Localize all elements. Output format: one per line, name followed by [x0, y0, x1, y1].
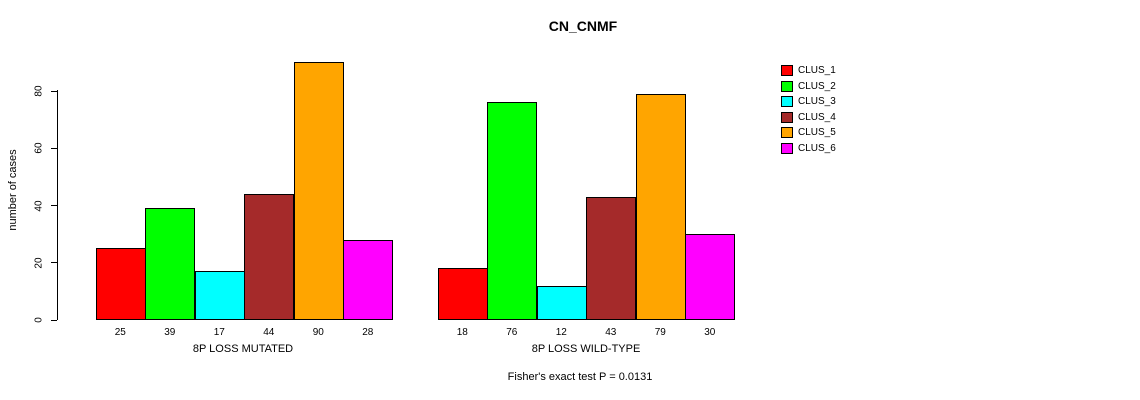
legend-item: CLUS_5	[781, 125, 836, 141]
bar-CLUS_2-group2	[487, 102, 537, 320]
y-tick-label: 40	[33, 199, 45, 212]
x-group-label-wild-type: 8P LOSS WILD-TYPE	[531, 343, 641, 355]
legend-label: CLUS_5	[798, 127, 836, 139]
legend-item: CLUS_3	[781, 94, 836, 110]
legend-item: CLUS_6	[781, 141, 836, 157]
legend-swatch-CLUS_5	[781, 127, 793, 139]
bar-value-label: 12	[555, 327, 567, 338]
chart-title: CN_CNMF	[548, 18, 618, 34]
legend-swatch-CLUS_2	[781, 80, 793, 92]
y-axis-title: number of cases	[7, 149, 19, 231]
bar-value-label: 44	[263, 327, 275, 338]
legend-swatch-CLUS_1	[781, 65, 793, 77]
bar-value-label: 30	[704, 327, 716, 338]
y-tick-label: 20	[33, 257, 45, 269]
legend-item: CLUS_1	[781, 63, 836, 79]
bar-CLUS_2-group1	[145, 208, 195, 320]
legend-item: CLUS_2	[781, 79, 836, 95]
y-tick-label: 80	[33, 85, 45, 97]
bar-CLUS_6-group1	[343, 239, 393, 320]
bar-value-label: 17	[213, 327, 225, 338]
legend-label: CLUS_2	[798, 80, 836, 92]
y-tick-mark	[51, 205, 57, 206]
bar-CLUS_5-group2	[635, 93, 686, 320]
y-axis-line	[57, 90, 58, 320]
bar-value-label: 90	[312, 327, 324, 338]
y-tick-mark	[51, 90, 57, 92]
bar-CLUS_3-group1	[194, 271, 245, 320]
x-group-label-mutated: 8P LOSS MUTATED	[192, 343, 294, 355]
legend-swatch-CLUS_4	[781, 111, 793, 123]
y-tick-mark	[51, 147, 57, 149]
bar-CLUS_4-group2	[586, 196, 636, 320]
bar-value-label: 43	[605, 327, 617, 338]
y-tick-label: 0	[33, 317, 45, 323]
legend-swatch-CLUS_6	[781, 142, 793, 154]
bar-CLUS_1-group1	[95, 248, 146, 320]
bar-value-label: 39	[164, 327, 176, 338]
legend-label: CLUS_6	[798, 142, 836, 154]
legend-swatch-CLUS_3	[781, 96, 793, 108]
bar-CLUS_6-group2	[685, 234, 735, 320]
bar-value-label: 18	[456, 327, 468, 338]
bar-value-label: 76	[506, 327, 518, 338]
y-tick-label: 60	[33, 142, 45, 154]
bar-CLUS_5-group1	[293, 62, 344, 320]
bar-CLUS_3-group2	[536, 285, 587, 320]
y-tick-mark	[51, 262, 57, 264]
bar-value-label: 28	[362, 327, 374, 338]
legend-label: CLUS_3	[798, 96, 836, 108]
fisher-test-footnote: Fisher's exact test P = 0.0131	[507, 371, 653, 383]
bar-value-label: 79	[654, 327, 666, 338]
legend: CLUS_1 CLUS_2 CLUS_3 CLUS_4 CLUS_5 CLUS_6	[781, 63, 836, 156]
legend-label: CLUS_4	[798, 111, 836, 123]
bar-value-label: 25	[114, 327, 126, 338]
y-tick-mark	[51, 319, 57, 321]
legend-label: CLUS_1	[798, 65, 836, 77]
bar-CLUS_4-group1	[244, 194, 294, 320]
bar-CLUS_1-group2	[437, 268, 488, 320]
legend-item: CLUS_4	[781, 110, 836, 126]
